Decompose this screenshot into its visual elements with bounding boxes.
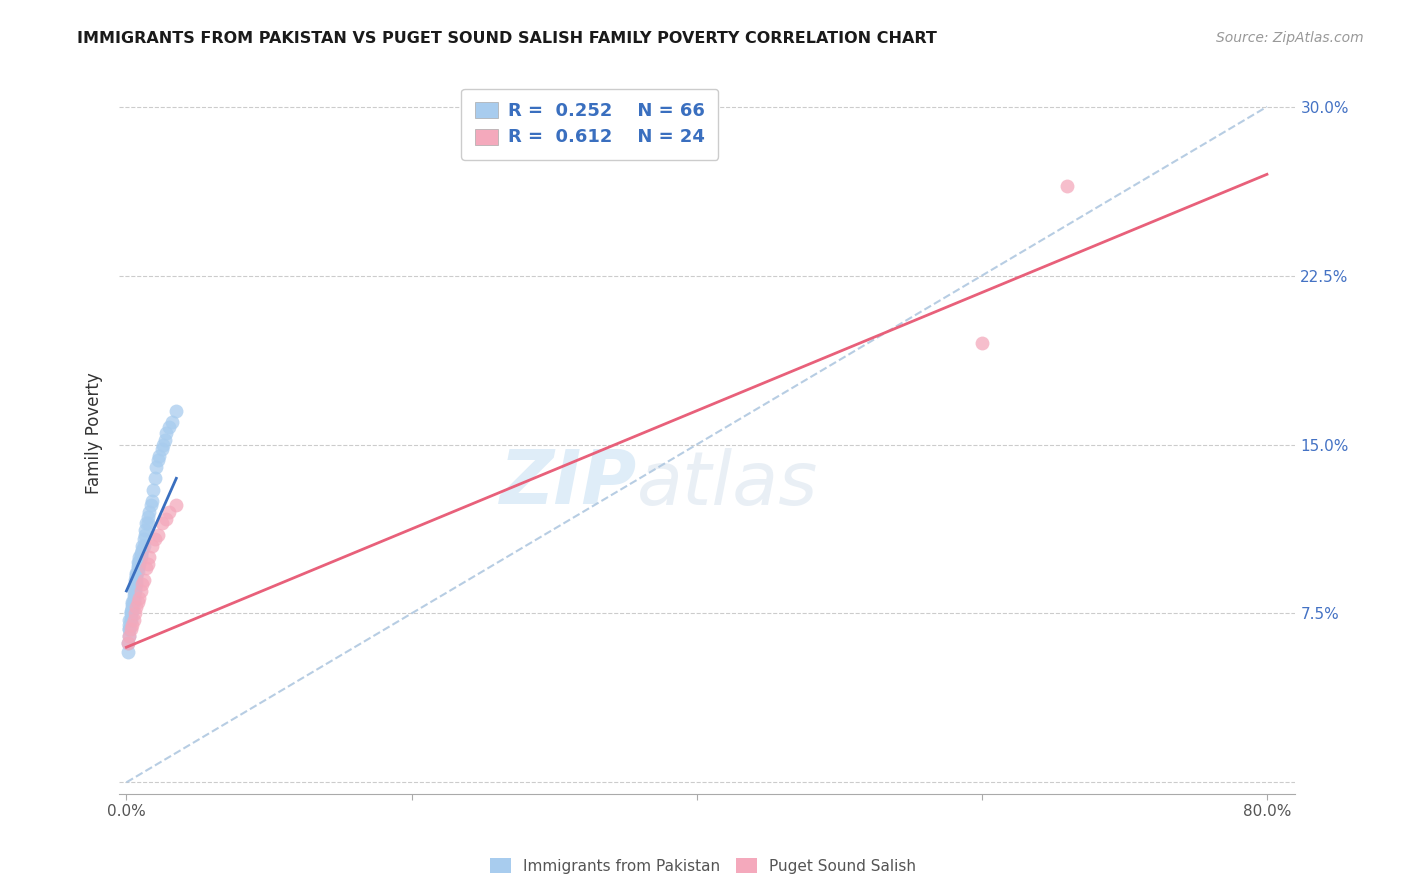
Y-axis label: Family Poverty: Family Poverty (86, 373, 103, 494)
Point (129, 548, 152, 562)
Point (118, 613, 141, 627)
Point (118, 629, 141, 643)
Point (165, 499, 187, 513)
Point (122, 589, 145, 603)
Point (128, 550, 150, 565)
Point (141, 539, 163, 553)
Point (124, 583, 146, 598)
Point (143, 471, 166, 485)
Point (127, 555, 149, 569)
Point (120, 613, 142, 627)
Point (142, 483, 165, 497)
Point (124, 573, 146, 587)
Point (125, 573, 148, 587)
Point (122, 591, 145, 605)
Point (125, 568, 148, 582)
Point (160, 415, 183, 429)
Point (1056, 178, 1078, 193)
Point (128, 557, 150, 571)
Text: ZIP: ZIP (499, 447, 637, 520)
Point (132, 532, 155, 546)
Point (157, 505, 180, 519)
Point (157, 419, 180, 434)
Point (165, 404, 187, 418)
Point (117, 636, 139, 650)
Point (970, 336, 993, 351)
Point (146, 453, 169, 467)
Point (153, 433, 176, 447)
Point (127, 595, 149, 609)
Point (121, 598, 143, 612)
Point (122, 583, 145, 598)
Text: IMMIGRANTS FROM PAKISTAN VS PUGET SOUND SALISH FAMILY POVERTY CORRELATION CHART: IMMIGRANTS FROM PAKISTAN VS PUGET SOUND … (77, 31, 938, 46)
Point (138, 505, 160, 519)
Point (122, 595, 145, 609)
Point (135, 516, 157, 531)
Point (128, 555, 150, 569)
Point (120, 607, 142, 621)
Legend: Immigrants from Pakistan, Puget Sound Salish: Immigrants from Pakistan, Puget Sound Sa… (484, 852, 922, 880)
Point (138, 550, 160, 565)
Point (139, 499, 162, 513)
Point (135, 561, 157, 575)
Point (124, 579, 146, 593)
Point (121, 595, 143, 609)
Point (145, 460, 167, 475)
Point (120, 622, 142, 636)
Legend: R =  0.252    N = 66, R =  0.612    N = 24: R = 0.252 N = 66, R = 0.612 N = 24 (461, 88, 718, 160)
Point (121, 604, 143, 618)
Point (117, 645, 139, 659)
Text: Source: ZipAtlas.com: Source: ZipAtlas.com (1216, 31, 1364, 45)
Point (150, 516, 173, 531)
Point (120, 604, 142, 618)
Point (155, 512, 177, 526)
Point (132, 573, 155, 587)
Point (132, 539, 155, 553)
Point (122, 613, 145, 627)
Point (118, 617, 141, 632)
Point (131, 577, 153, 591)
Point (117, 636, 139, 650)
Point (148, 449, 170, 463)
Point (127, 564, 149, 578)
Point (124, 577, 146, 591)
Point (128, 591, 150, 605)
Point (125, 570, 148, 584)
Point (118, 622, 141, 636)
Point (124, 582, 146, 596)
Point (146, 527, 169, 541)
Point (129, 583, 152, 598)
Point (120, 611, 142, 625)
Point (136, 557, 159, 571)
Point (127, 561, 149, 575)
Point (125, 577, 148, 591)
Point (122, 593, 145, 607)
Point (118, 622, 141, 636)
Point (131, 539, 153, 553)
Point (125, 566, 148, 580)
Text: atlas: atlas (637, 448, 818, 520)
Point (121, 599, 143, 614)
Point (150, 442, 173, 456)
Point (134, 523, 156, 537)
Point (152, 437, 174, 451)
Point (129, 546, 152, 560)
Point (121, 602, 143, 616)
Point (155, 426, 177, 441)
Point (120, 607, 142, 621)
Point (118, 629, 141, 643)
Point (136, 509, 159, 524)
Point (121, 617, 143, 632)
Point (124, 607, 146, 621)
Point (136, 516, 159, 531)
Point (129, 550, 152, 565)
Point (131, 543, 153, 558)
Point (125, 599, 148, 614)
Point (127, 559, 149, 574)
Point (141, 493, 163, 508)
Point (143, 532, 166, 546)
Point (134, 527, 156, 541)
